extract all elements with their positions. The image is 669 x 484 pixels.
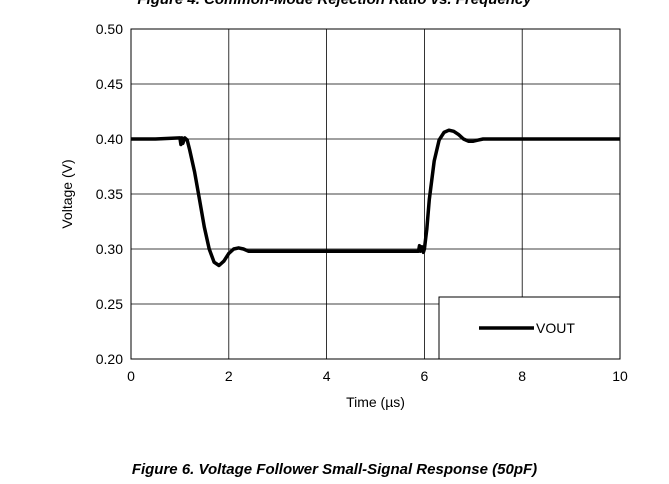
y-tick-label: 0.25 [96, 296, 123, 312]
x-axis-label: Time (µs) [346, 394, 405, 410]
y-tick-label: 0.35 [96, 186, 123, 202]
x-tick-label: 10 [612, 368, 628, 384]
top-figure-caption: Figure 4. Common-Mode Rejection Ratio vs… [0, 0, 669, 8]
x-tick-label: 2 [225, 368, 233, 384]
x-tick-label: 8 [518, 368, 526, 384]
y-tick-label: 0.40 [96, 131, 123, 147]
y-axis-label: Voltage (V) [59, 159, 75, 228]
y-tick-label: 0.45 [96, 76, 123, 92]
legend: VOUT [438, 296, 621, 360]
y-tick-label: 0.20 [96, 351, 123, 367]
legend-label-vout: VOUT [536, 320, 575, 336]
y-tick-label: 0.30 [96, 241, 123, 257]
bottom-figure-caption: Figure 6. Voltage Follower Small-Signal … [131, 461, 538, 478]
y-tick-label: 0.50 [96, 21, 123, 37]
tick-labels: 0 2 4 6 8 10 0.20 0.25 0.30 0.35 0.40 0.45 0.50 [96, 21, 628, 384]
series-line-vout [131, 128, 620, 268]
x-tick-label: 4 [323, 368, 331, 384]
plot-frame [130, 28, 621, 360]
x-tick-label: 6 [421, 368, 429, 384]
x-tick-label: 0 [127, 368, 135, 384]
